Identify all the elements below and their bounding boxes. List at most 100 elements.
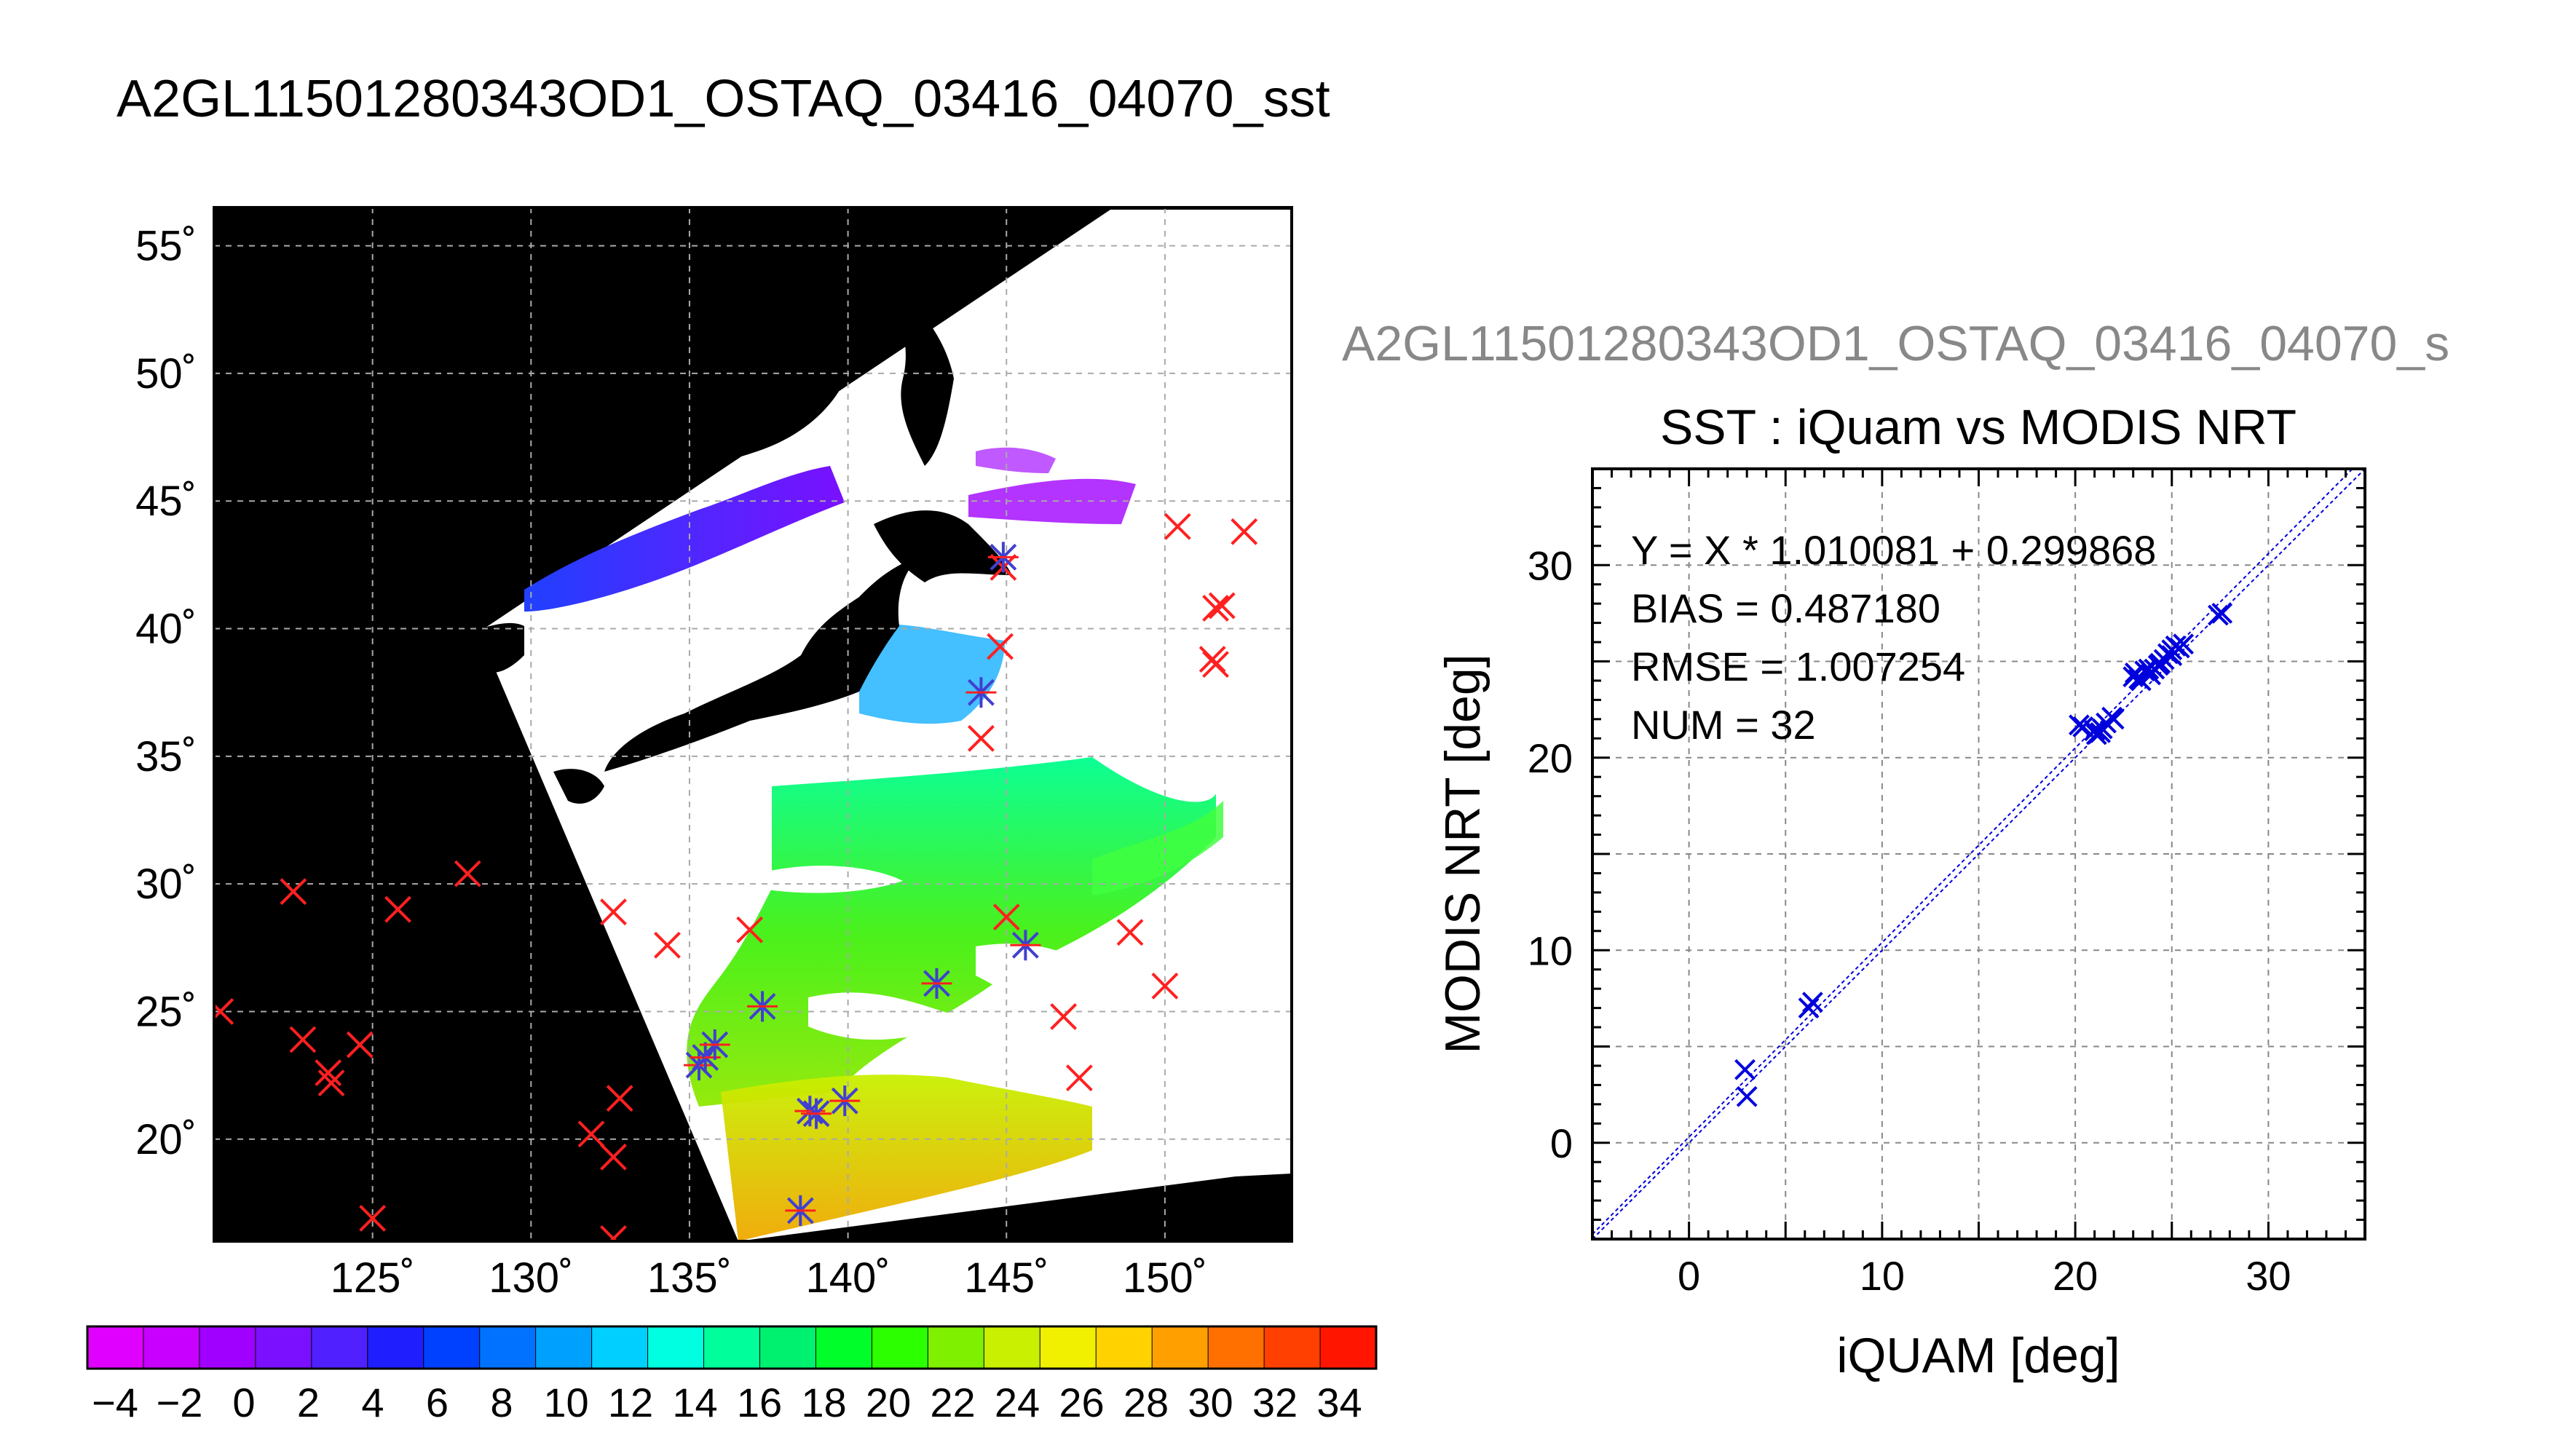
marker-stroke	[987, 633, 1014, 660]
x-tick-label: 0	[1678, 1253, 1700, 1299]
colorbar-cell	[535, 1326, 593, 1369]
scatter-point	[1801, 992, 1823, 1013]
insitu-marker	[654, 931, 681, 959]
sst-cyan-region	[859, 624, 1005, 724]
point-stroke	[2085, 724, 2107, 745]
colorbar-cell	[647, 1326, 705, 1369]
colorbar-cell	[1208, 1326, 1265, 1369]
insitu-marker	[1065, 1064, 1093, 1092]
insitu-marker	[1151, 972, 1179, 1000]
lon-tick-label: 145˚	[964, 1254, 1049, 1302]
y-tick-label: 0	[1550, 1120, 1573, 1166]
map-panel: 55˚ 50˚ 45˚ 40˚ 35˚ 30˚ 25˚ 20˚ 125˚ 130˚ 135˚ 140˚…	[135, 206, 1293, 1302]
land-kyushu	[553, 769, 604, 804]
point-stroke	[2072, 716, 2094, 737]
marker-stroke	[1065, 1064, 1093, 1092]
colorbar-cell	[311, 1326, 368, 1369]
insitu-marker	[606, 1085, 633, 1112]
stats-annotation: RMSE = 1.007254	[1631, 644, 1965, 689]
marker-stroke	[346, 1031, 374, 1059]
marker-stroke	[606, 1085, 633, 1112]
insitu-marker	[600, 1225, 627, 1241]
colorbar-tick-label: 32	[1252, 1380, 1298, 1425]
sst-purple-band	[524, 466, 845, 612]
lon-tick-label: 135˚	[647, 1254, 732, 1302]
insitu-marker	[317, 1069, 345, 1097]
insitu-marker	[967, 724, 995, 752]
colorbar-cell	[1152, 1326, 1209, 1369]
colorbar-tick-label: 8	[490, 1380, 513, 1425]
insitu-marker	[1050, 1003, 1078, 1030]
marker-stroke	[600, 898, 627, 926]
cloud-patch	[976, 943, 1092, 1034]
insitu-marker	[1231, 518, 1258, 545]
matched-marker	[699, 1029, 730, 1061]
colorbar-cell	[703, 1326, 761, 1369]
lat-tick-label: 45˚	[135, 478, 197, 525]
matched-marker	[747, 991, 778, 1022]
sst-green-east	[1092, 801, 1223, 895]
y-axis-label: MODIS NRT [deg]	[1435, 654, 1490, 1053]
stats-annotations: Y = X * 1.010081 + 0.299868 BIAS = 0.4871…	[1631, 527, 2156, 748]
land-hokkaido	[874, 510, 1012, 582]
colorbar-cell	[591, 1326, 649, 1369]
colorbar-labels: −4 −2 0 2 4 6 8 10 12 14 16 18 20 22 24 26 28 30 32 34	[92, 1380, 1362, 1425]
marker-stroke	[280, 878, 307, 906]
matched-marker	[1010, 930, 1041, 961]
marker-stroke	[967, 724, 995, 752]
colorbar-cell	[479, 1326, 537, 1369]
colorbar-tick-label: 28	[1124, 1380, 1169, 1425]
matched-marker	[987, 542, 1019, 573]
scatter-file-title: A2GL11501280343OD1_OSTAQ_03416_04070_s	[1342, 316, 2449, 371]
lon-tick-label: 125˚	[331, 1254, 415, 1302]
y-tick-label: 10	[1528, 927, 1573, 973]
map-grid	[214, 207, 1292, 1241]
colorbar-tick-label: 4	[361, 1380, 384, 1425]
insitu-marker	[987, 633, 1014, 660]
map-axis-labels: 55˚ 50˚ 45˚ 40˚ 35˚ 30˚ 25˚ 20˚ 125˚ 130˚ 135˚ 140˚…	[135, 223, 1207, 1302]
marker-stroke	[736, 916, 764, 943]
colorbar-cell	[872, 1326, 929, 1369]
point-stroke	[1801, 992, 1823, 1013]
marker-stroke	[992, 903, 1020, 931]
marker-stroke	[1208, 592, 1236, 620]
scatter-ticks: 0 10 20 30 0 10 20 30	[1528, 467, 2366, 1299]
colorbar-cell	[759, 1326, 817, 1369]
scatter-point	[1736, 1085, 1758, 1107]
lon-tick-label: 140˚	[806, 1254, 891, 1302]
colorbar-tick-label: 30	[1188, 1380, 1233, 1425]
insitu-marker	[577, 1120, 605, 1148]
colorbar-tick-label: 20	[866, 1380, 911, 1425]
colorbar-frame	[86, 1325, 1378, 1370]
colorbar-cell	[143, 1326, 200, 1369]
marker-stroke	[1164, 513, 1191, 540]
colorbar-tick-label: −2	[157, 1380, 203, 1425]
insitu-marker	[600, 898, 627, 926]
insitu-marker	[280, 878, 307, 906]
land-mainland	[214, 210, 903, 946]
colorbar-tick-label: −4	[92, 1380, 138, 1425]
colorbar-cell	[255, 1326, 312, 1369]
point-stroke	[2128, 668, 2150, 689]
lon-tick-label: 130˚	[489, 1254, 573, 1302]
scatter-point	[2072, 716, 2094, 737]
marker-stroke	[577, 1120, 605, 1148]
colorbar-cell	[984, 1326, 1041, 1369]
colorbar: −4 −2 0 2 4 6 8 10 12 14 16 18 20 22 24 26 28 30 32 34	[86, 1325, 1378, 1425]
x-tick-label: 20	[2053, 1253, 2098, 1299]
marker-stroke	[384, 895, 411, 923]
matched-marker	[801, 1098, 832, 1129]
point-stroke	[1736, 1085, 1758, 1107]
point-stroke	[2161, 645, 2183, 666]
matched-marker	[829, 1085, 861, 1117]
insitu-marker	[214, 998, 234, 1025]
colorbar-cell	[1320, 1326, 1377, 1369]
marker-stroke	[654, 931, 681, 959]
regression-line	[1592, 469, 2354, 1235]
lat-tick-label: 35˚	[135, 733, 197, 780]
insitu-marker	[1208, 592, 1236, 620]
lat-tick-label: 40˚	[135, 606, 197, 653]
insitu-marker	[992, 903, 1020, 931]
scatter-grid	[1592, 469, 2365, 1239]
